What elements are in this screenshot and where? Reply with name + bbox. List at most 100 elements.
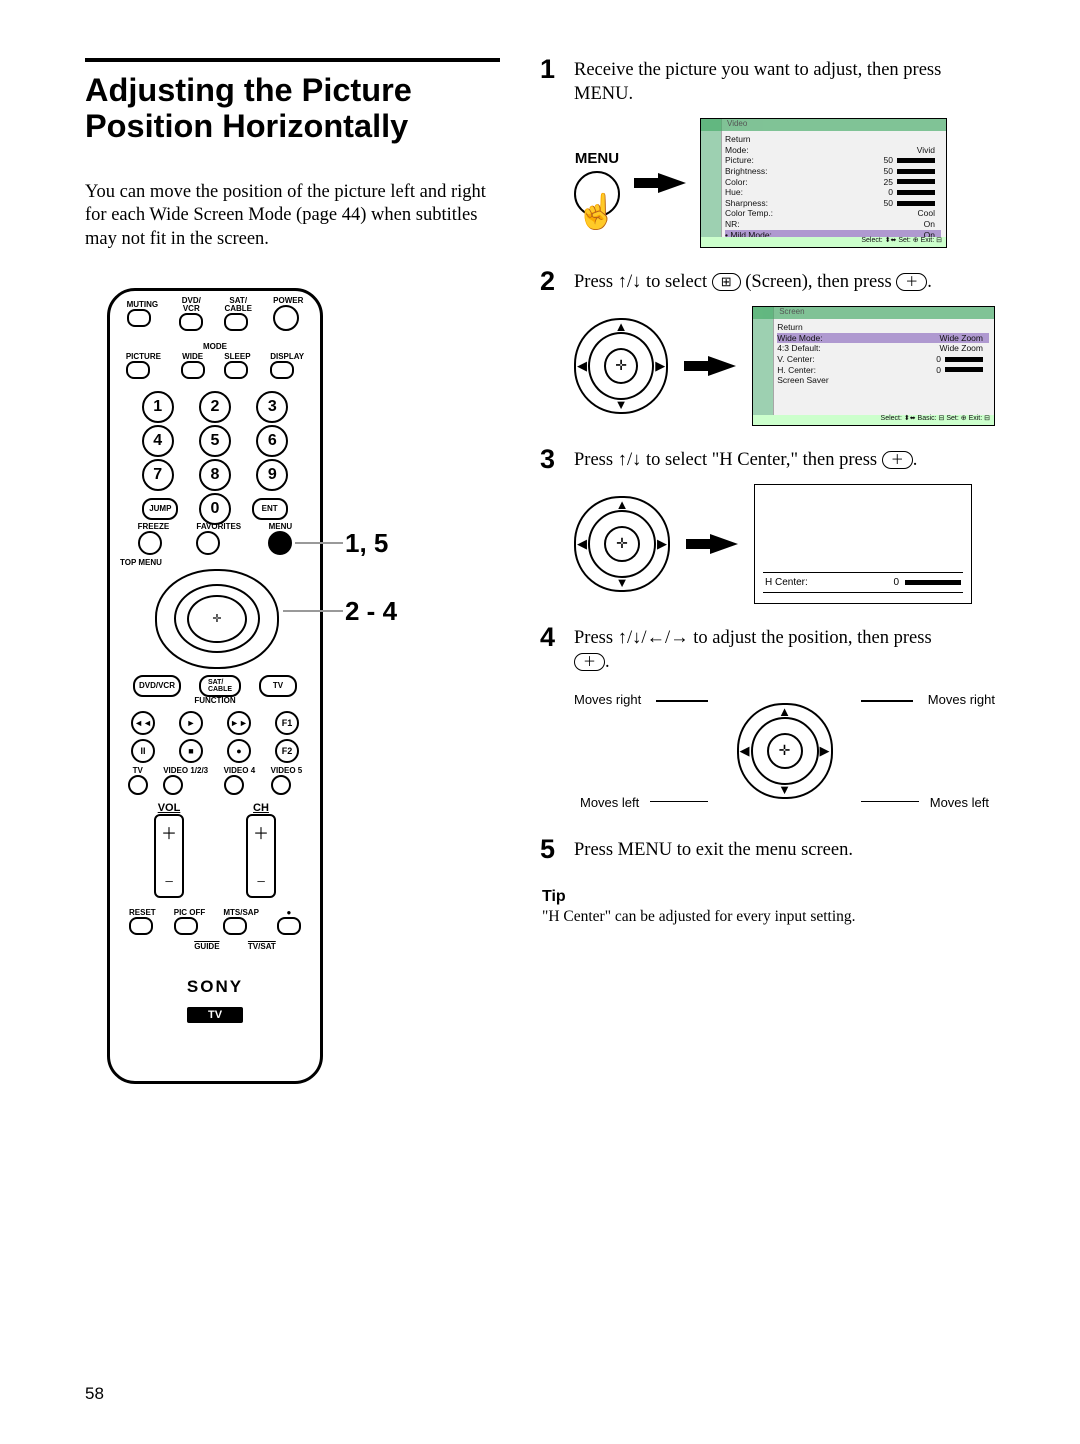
digit-3: 3 [256, 391, 288, 423]
tag-tv: TV [187, 1007, 243, 1023]
navpad-icon: ▲▼◀▶ ✛ [574, 318, 668, 414]
label-freeze: FREEZE [138, 523, 170, 531]
osd-video-title: Video [701, 119, 946, 131]
btn-stop: ■ [179, 739, 203, 763]
step-5-text: Press MENU to exit the menu screen. [574, 838, 995, 862]
step-2-text: Press ↑/↓ to select ⊞ (Screen), then pre… [574, 270, 995, 294]
enter-icon: ＋ [882, 451, 913, 469]
tip-heading: Tip [542, 888, 995, 906]
step-3-number: 3 [540, 444, 555, 475]
step-1-number: 1 [540, 54, 555, 85]
heading-rule [85, 58, 500, 62]
moves-right-left-label: Moves right [574, 692, 641, 707]
btn-in-v5 [271, 775, 291, 795]
remote-navpad: ✛ [155, 569, 279, 669]
hcenter-label: H Center: [765, 577, 808, 588]
btn-in-v123 [163, 775, 183, 795]
label-in-v5: VIDEO 5 [271, 767, 303, 775]
page-number: 58 [85, 1384, 104, 1404]
digit-7: 7 [142, 459, 174, 491]
btn-muting [127, 309, 151, 327]
step-1: 1 Receive the picture you want to adjust… [542, 58, 995, 248]
label-vol: VOL [154, 803, 184, 814]
btn-in-tv [128, 775, 148, 795]
btn-f2: F2 [275, 739, 299, 763]
btn-satcable [224, 313, 248, 331]
label-dot: ● [277, 909, 301, 917]
screen-icon: ⊞ [712, 273, 741, 291]
menu-button-icon: ☝ [574, 171, 620, 217]
btn-dvdvcr [179, 313, 203, 331]
step-4: 4 Press ↑/↓/←/→ to adjust the position, … [542, 626, 995, 816]
callout-nav: 2 - 4 [345, 596, 397, 627]
navpad-icon: ▲▼◀▶ ✛ [574, 496, 670, 592]
btn-func-tv: TV [259, 675, 297, 697]
remote-illustration: MUTING DVD/ VCR SAT/ CABLE POWER MODE PI… [93, 288, 473, 1083]
label-dvdvcr: DVD/ VCR [179, 297, 203, 313]
osd-screen-footer: Select: ⬍⬌ Basic: ⊟ Set: ⊕ Exit: ⊟ [753, 415, 994, 425]
digit-6: 6 [256, 425, 288, 457]
step-5-number: 5 [540, 834, 555, 865]
btn-play: ► [179, 711, 203, 735]
label-menu: MENU [268, 523, 292, 531]
label-display: DISPLAY [270, 353, 304, 361]
step-4-number: 4 [540, 622, 555, 653]
callout-menu: 1, 5 [345, 528, 388, 559]
osd-screen-title: Screen [753, 307, 994, 319]
btn-jump: JUMP [142, 498, 178, 520]
brand-sony: SONY [110, 977, 320, 997]
btn-rew: ◄◄ [131, 711, 155, 735]
digit-2: 2 [199, 391, 231, 423]
btn-sleep [224, 361, 248, 379]
enter-icon: ＋ [896, 273, 927, 291]
label-wide: WIDE [181, 353, 205, 361]
step-4-text: Press ↑/↓/←/→ to adjust the position, th… [574, 626, 995, 674]
osd-video-footer: Select: ⬍⬌ Set: ⊕ Exit: ⊟ [701, 237, 946, 247]
label-sleep: SLEEP [224, 353, 250, 361]
label-picoff: PIC OFF [174, 909, 206, 917]
btn-in-v4 [224, 775, 244, 795]
label-ch: CH [246, 803, 276, 814]
btn-rec: ● [227, 739, 251, 763]
arrow-icon [634, 173, 686, 193]
btn-ff: ►► [227, 711, 251, 735]
digit-4: 4 [142, 425, 174, 457]
moves-left-right-label: Moves left [930, 795, 989, 810]
label-guide: GUIDE [194, 943, 219, 951]
menu-label: MENU [574, 150, 620, 167]
moves-right-right-label: Moves right [928, 692, 995, 707]
step-1-text: Receive the picture you want to adjust, … [574, 58, 995, 106]
step-2-number: 2 [540, 266, 555, 297]
btn-display [270, 361, 294, 379]
btn-reset [129, 917, 153, 935]
osd-video: Video Return Mode:Vivid Picture:50 Brigh… [700, 118, 947, 248]
rocker-vol: ＋− [154, 814, 184, 898]
label-topmenu: TOP MENU [120, 559, 162, 567]
btn-picoff [174, 917, 198, 935]
label-in-v123: VIDEO 1/2/3 [163, 767, 208, 775]
hcenter-value: 0 [893, 577, 899, 588]
label-muting: MUTING [127, 301, 159, 309]
callout-nav-text: 2 - 4 [345, 596, 397, 626]
enter-icon: ＋ [574, 653, 605, 671]
digit-8: 8 [199, 459, 231, 491]
step-3: 3 Press ↑/↓ to select "H Center," then p… [542, 448, 995, 604]
digit-0: 0 [199, 493, 231, 525]
btn-func-dvdvcr: DVD/VCR [133, 675, 181, 697]
rocker-ch: ＋− [246, 814, 276, 898]
digit-5: 5 [199, 425, 231, 457]
label-mode: MODE [110, 343, 320, 351]
arrow-icon [686, 534, 738, 554]
page-title: Adjusting the Picture Position Horizonta… [85, 72, 500, 145]
btn-pause: II [131, 739, 155, 763]
step-2: 2 Press ↑/↓ to select ⊞ (Screen), then p… [542, 270, 995, 426]
tip-text: "H Center" can be adjusted for every inp… [542, 908, 995, 926]
intro-paragraph: You can move the position of the picture… [85, 181, 500, 252]
label-favorites: FAVORITES [196, 523, 241, 531]
btn-mtssap [223, 917, 247, 935]
btn-favorites [196, 531, 220, 555]
label-tvsat: TV/SAT [248, 943, 276, 951]
osd-screen: Screen Return Wide Mode:Wide Zoom 4:3 De… [752, 306, 995, 426]
btn-f1: F1 [275, 711, 299, 735]
digit-9: 9 [256, 459, 288, 491]
